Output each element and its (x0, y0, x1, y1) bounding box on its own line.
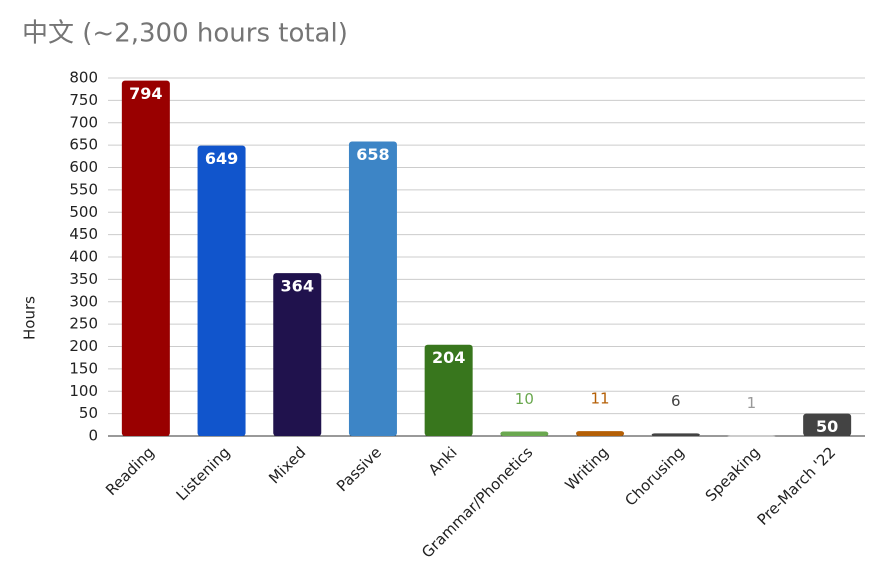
x-tick-label: Passive (333, 443, 385, 495)
bar (727, 435, 776, 437)
bar (197, 145, 246, 436)
value-label: 364 (281, 277, 314, 296)
y-tick-label: 400 (69, 248, 98, 266)
chart-title: 中文 (~2,300 hours total) (22, 19, 348, 49)
bar (500, 431, 549, 436)
x-tick-label: Mixed (265, 443, 309, 487)
x-tick-label: Listening (173, 443, 234, 504)
value-label: 11 (591, 390, 610, 408)
y-tick-label: 450 (69, 225, 98, 243)
y-tick-label: 350 (69, 270, 98, 288)
y-tick-label: 100 (69, 382, 98, 400)
y-axis-label: Hours (21, 296, 39, 340)
x-tick-label: Reading (102, 443, 158, 499)
x-tick-label: Anki (425, 443, 461, 479)
value-label: 1 (747, 394, 757, 412)
bar (803, 413, 852, 436)
bar (273, 273, 322, 436)
bar (121, 80, 170, 436)
value-label: 6 (671, 392, 681, 410)
x-tick-label: Speaking (702, 443, 764, 505)
bar (651, 433, 700, 436)
y-tick-label: 550 (69, 180, 98, 198)
y-tick-label: 800 (69, 69, 98, 87)
value-label: 204 (432, 348, 465, 367)
y-tick-label: 700 (69, 113, 98, 131)
bar (424, 344, 473, 436)
x-tick-label: Writing (561, 443, 612, 494)
value-label: 50 (816, 417, 838, 436)
y-tick-label: 150 (69, 359, 98, 377)
y-tick-label: 600 (69, 158, 98, 176)
x-tick-label: Pre-March '22 (754, 443, 840, 529)
value-label: 794 (129, 84, 162, 103)
bar (348, 141, 397, 437)
y-tick-label: 0 (88, 427, 98, 445)
y-tick-label: 650 (69, 136, 98, 154)
y-tick-label: 50 (79, 404, 98, 422)
bar (576, 431, 625, 436)
y-tick-label: 250 (69, 315, 98, 333)
y-tick-label: 750 (69, 91, 98, 109)
y-tick-label: 200 (69, 337, 98, 355)
y-tick-label: 300 (69, 292, 98, 310)
y-tick-label: 500 (69, 203, 98, 221)
x-tick-label: Chorusing (621, 443, 687, 509)
value-label: 649 (205, 149, 238, 168)
value-label: 10 (515, 390, 534, 408)
value-label: 658 (356, 145, 389, 164)
